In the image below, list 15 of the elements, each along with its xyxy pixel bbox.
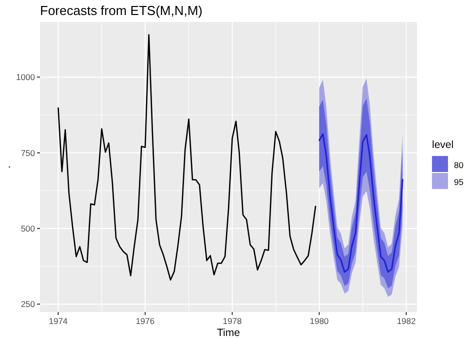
y-tick-label: 1000: [16, 72, 36, 82]
x-tick-label: 1982: [396, 316, 416, 326]
x-tick-label: 1980: [310, 316, 329, 326]
x-tick-label: 1976: [136, 316, 155, 326]
y-tick-label: 500: [20, 223, 36, 234]
y-axis-title: .: [1, 166, 13, 168]
chart-title: Forecasts from ETS(M,N,M): [40, 3, 203, 18]
x-tick-label: 1978: [222, 316, 242, 326]
text: 80: [454, 160, 464, 170]
y-tick-label: 750: [20, 148, 36, 158]
x-axis-title: Time: [217, 327, 240, 338]
x-tick-label: 1974: [48, 316, 68, 326]
legend-title: level: [432, 139, 454, 151]
y-tick-label: 250: [20, 299, 36, 310]
text: 95: [454, 177, 464, 187]
